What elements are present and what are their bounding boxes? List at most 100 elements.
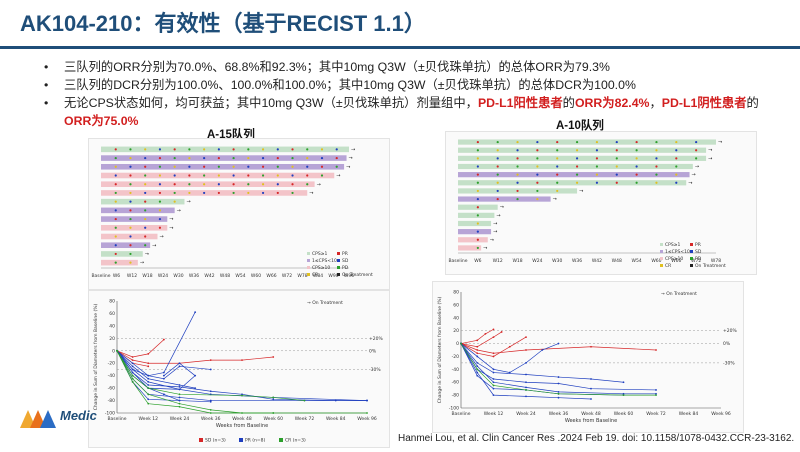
swimmer-marker	[114, 200, 117, 203]
swimmer-x-tick: W18	[512, 258, 522, 264]
on-treatment-arrow: →	[493, 229, 497, 235]
spider-point	[557, 342, 560, 345]
spider-y-label: Change in Sum of Diameters from Baseline…	[437, 297, 443, 404]
swimmer-marker	[291, 183, 294, 186]
left-swimmer-box: → → → → → → → → → → → → → → Baseline W6 W12 W18 W24 W30 W36 W…	[88, 138, 390, 290]
swimmer-x-tick: W72	[282, 273, 292, 279]
swimmer-marker	[232, 156, 235, 160]
spider-point	[272, 412, 275, 414]
spider-y-tick: -80	[108, 398, 115, 404]
spider-point	[655, 349, 657, 351]
spider-point	[178, 365, 181, 368]
swimmer-marker	[556, 157, 559, 160]
swimmer-marker	[144, 165, 147, 168]
swimmer-marker	[203, 148, 206, 151]
spider-point	[303, 399, 306, 402]
swimmer-bar	[458, 155, 707, 161]
spider-point	[492, 368, 495, 371]
swimmer-marker	[476, 230, 479, 233]
swimmer-marker	[496, 165, 499, 168]
swimmer-x-tick: W6	[113, 273, 120, 279]
spider-point	[557, 396, 560, 399]
spider-point	[525, 361, 527, 364]
swimmer-marker	[217, 191, 220, 195]
spider-y-tick: 0	[456, 341, 459, 347]
spider-point	[366, 412, 368, 414]
swimmer-marker	[129, 261, 132, 264]
swimmer-x-tick: W84	[313, 273, 323, 279]
highlight-text: PD-L1阳性患者	[477, 96, 563, 110]
spider-point	[131, 380, 134, 383]
swimmer-marker	[188, 165, 191, 168]
spider-point	[484, 332, 487, 335]
company-logo-icon	[20, 410, 56, 428]
swimmer-x-tick: W36	[189, 273, 199, 279]
swimmer-bar	[458, 212, 495, 218]
legend-label: CR	[312, 272, 318, 278]
swimmer-marker	[158, 191, 162, 195]
swimmer-marker	[188, 148, 191, 151]
swimmer-marker	[496, 149, 499, 152]
spider-point	[147, 387, 150, 390]
swimmer-marker	[158, 165, 162, 168]
swimmer-marker	[536, 173, 539, 176]
spider-x-tick: Week 48	[581, 411, 601, 417]
spider-point	[178, 405, 181, 408]
swimmer-marker	[291, 148, 294, 151]
on-treatment-arrow: →	[708, 156, 712, 162]
spider-x-tick: Week 12	[139, 416, 159, 422]
swimmer-marker	[536, 189, 539, 193]
swimmer-marker	[129, 244, 132, 247]
swimmer-marker	[188, 174, 191, 177]
swimmer-marker	[635, 149, 638, 152]
on-treatment-arrow: →	[579, 188, 583, 194]
swimmer-marker	[516, 140, 519, 144]
swimmer-marker	[247, 165, 250, 168]
swimmer-marker	[536, 165, 539, 168]
spider-point	[476, 339, 479, 342]
swimmer-bar	[458, 237, 488, 243]
swimmer-marker	[173, 200, 176, 203]
citation-text: Hanmei Lou, et al. Clin Cancer Res .2024…	[398, 433, 795, 444]
swimmer-bar	[101, 181, 315, 188]
spider-point	[131, 356, 134, 358]
spider-x-tick: Week 96	[711, 411, 731, 417]
legend-label: PD	[695, 256, 702, 262]
swimmer-marker	[144, 148, 147, 151]
legend-swatch	[660, 250, 663, 253]
spider-line	[116, 350, 367, 401]
on-treatment-arrow: →	[346, 164, 350, 170]
swimmer-bar	[101, 198, 185, 205]
left-swimmer-plot: →→→→→→→→→→→→→→Baseline W6 W12 W18 W24 W30 W36 W…	[91, 146, 373, 279]
swimmer-marker	[232, 191, 235, 195]
swimmer-marker	[335, 148, 338, 151]
spider-point	[147, 384, 150, 386]
swimmer-marker	[615, 181, 618, 184]
swimmer-marker	[247, 183, 250, 186]
swimmer-marker	[516, 189, 519, 193]
swimmer-marker	[615, 157, 618, 160]
swimmer-marker	[291, 156, 294, 160]
spider-reference-label: 0%	[369, 348, 377, 354]
swimmer-marker	[675, 140, 678, 144]
swimmer-marker	[188, 191, 191, 195]
spider-point	[147, 393, 150, 396]
bullet-item: • 三队列的DCR分别为100.0%、100.0%和100.0%；其中10mg …	[44, 76, 784, 94]
swimmer-bar	[458, 172, 690, 178]
spider-line	[460, 343, 592, 400]
swimmer-marker	[114, 148, 117, 151]
spider-y-tick: -100	[449, 406, 459, 412]
spider-y-tick: 0	[112, 348, 115, 354]
swimmer-bar	[458, 220, 492, 227]
swimmer-marker	[556, 149, 559, 152]
swimmer-marker	[261, 183, 265, 186]
spider-point	[209, 408, 212, 411]
swimmer-marker	[536, 181, 539, 184]
spider-point	[492, 336, 495, 339]
spider-line	[116, 350, 368, 401]
on-treatment-arrow: →	[496, 213, 500, 219]
swimmer-marker	[144, 209, 147, 212]
spider-point	[557, 392, 560, 395]
swimmer-marker	[173, 165, 176, 168]
swimmer-x-tick: W72	[691, 258, 701, 264]
